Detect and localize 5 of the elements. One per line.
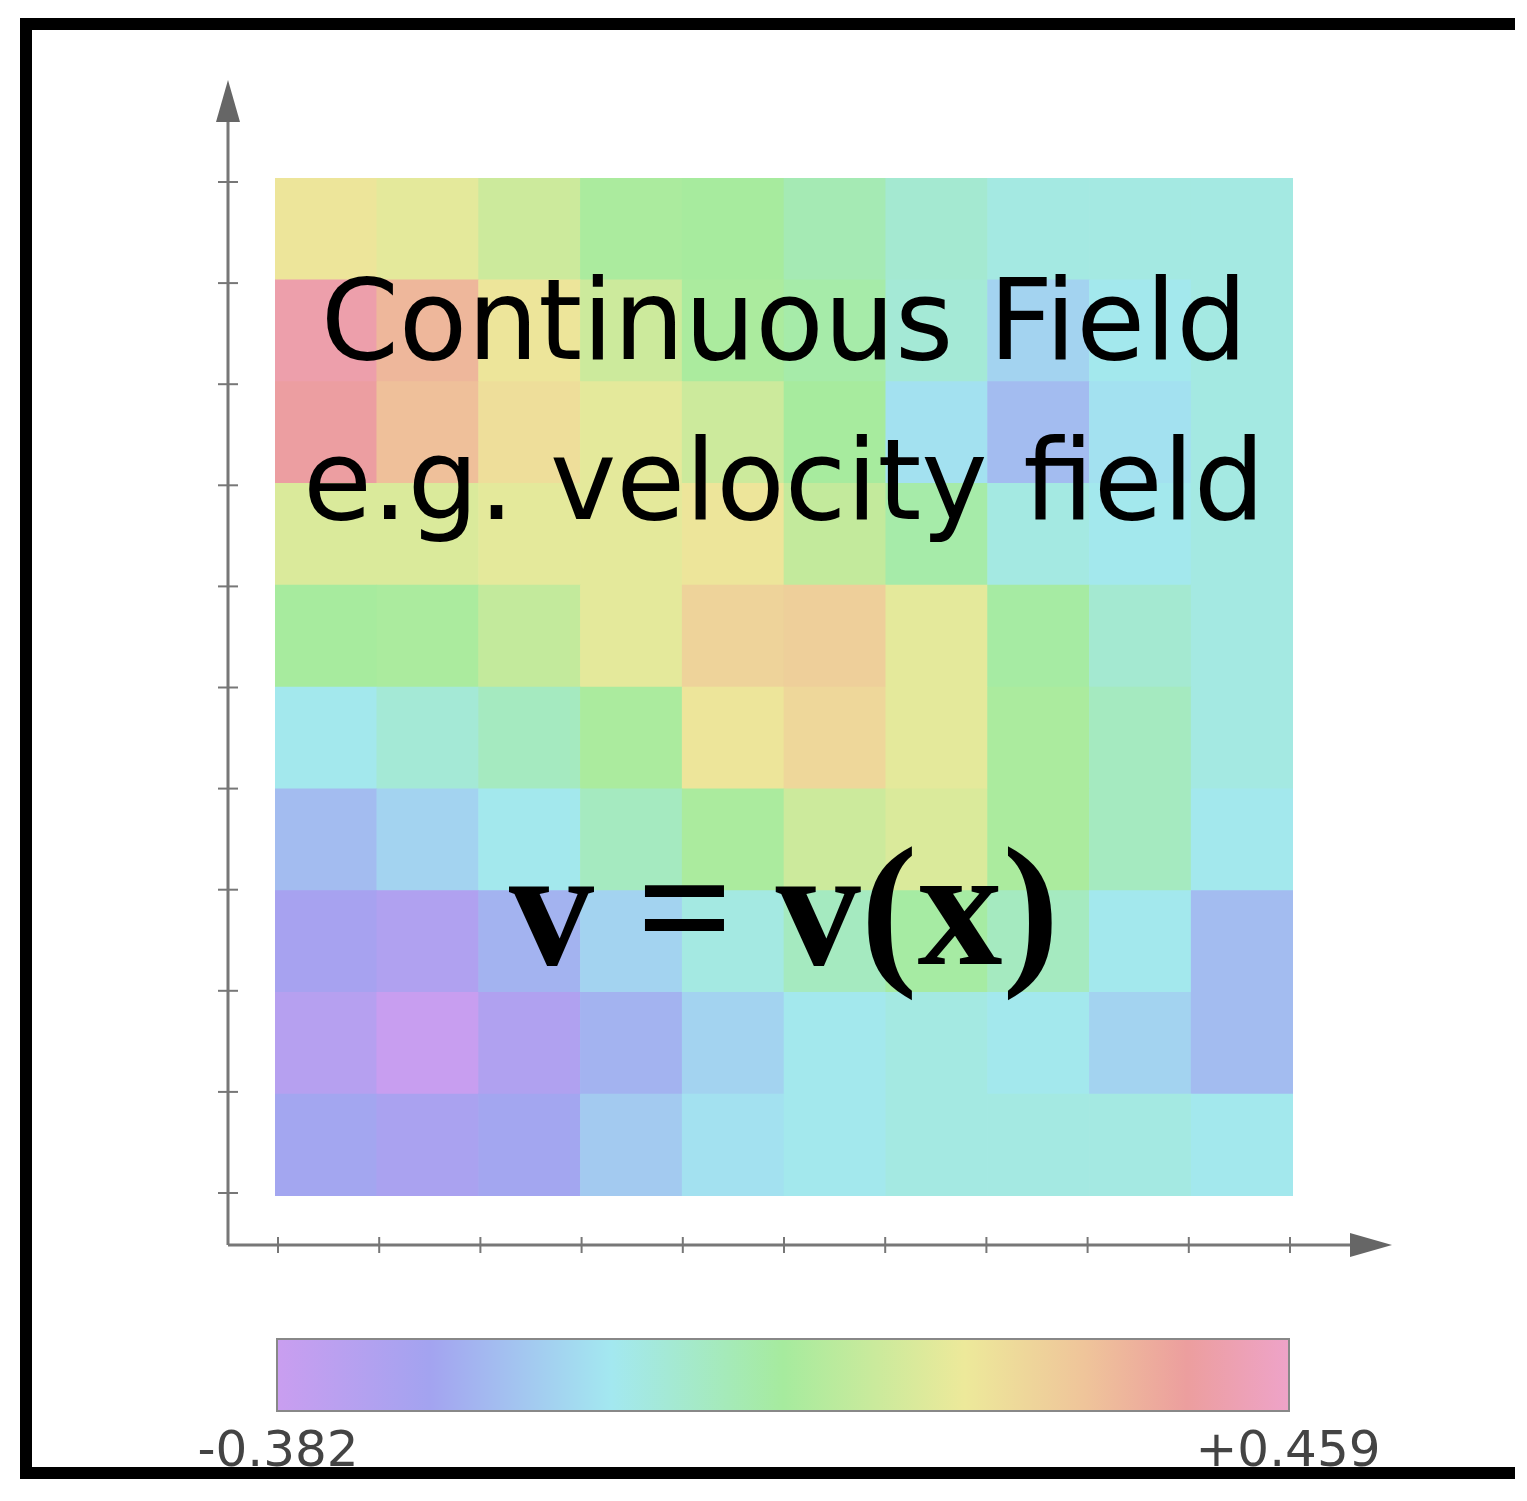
annotation: Continuous Field <box>319 255 1249 385</box>
annotation: v = v(x) <box>507 812 1061 1003</box>
color-bar-label: +0.459 <box>1195 1420 1381 1478</box>
annotation: e.g. velocity field <box>302 415 1266 545</box>
color-bar-label: -0.382 <box>197 1420 359 1478</box>
